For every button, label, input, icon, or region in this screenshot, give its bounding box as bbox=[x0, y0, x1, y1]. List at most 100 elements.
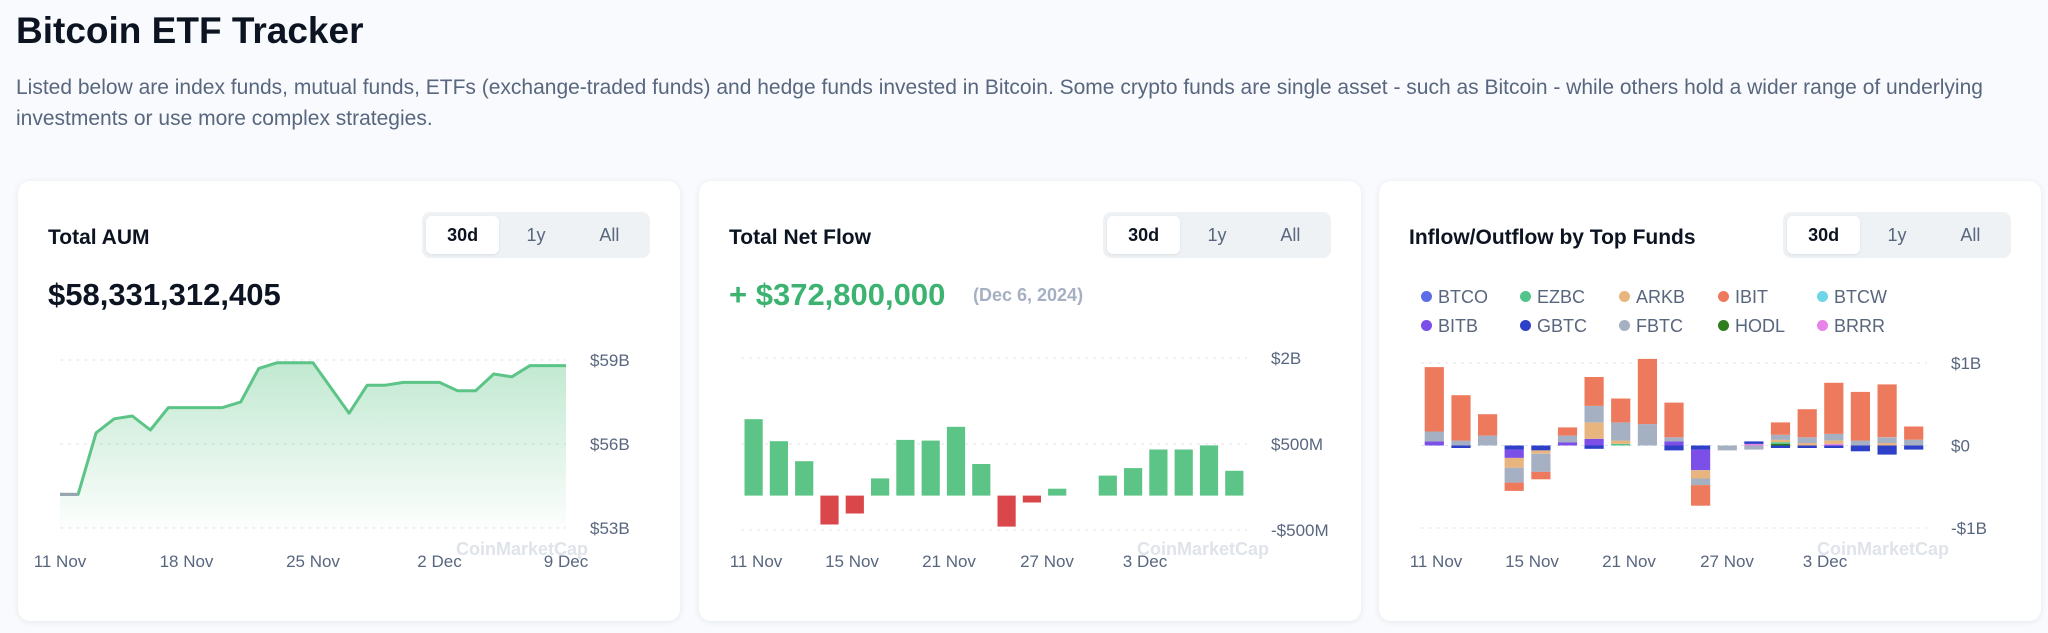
flow-bar bbox=[820, 495, 839, 525]
fund-bar-segment-fbtc bbox=[1850, 440, 1870, 446]
fund-bar-segment-ibit bbox=[1664, 402, 1684, 438]
flow-bar bbox=[1022, 495, 1041, 503]
y-tick-label: -$1B bbox=[1951, 519, 1987, 538]
x-tick-label: 21 Nov bbox=[922, 552, 976, 571]
fund-bar-segment-fbtc bbox=[1824, 433, 1844, 441]
range-toggle: 30d 1y All bbox=[422, 212, 650, 258]
fund-bar-segment-gbtc bbox=[1744, 441, 1764, 444]
fund-bar-segment-bitb bbox=[1557, 442, 1578, 446]
legend-item-fbtc[interactable]: FBTC bbox=[1619, 316, 1683, 337]
fund-bar-segment-fbtc bbox=[1691, 478, 1711, 486]
legend-dot-icon bbox=[1520, 291, 1531, 302]
range-1y-button[interactable]: 1y bbox=[1207, 225, 1227, 245]
fund-bar-segment-bitb bbox=[1664, 441, 1684, 446]
fund-bar-segment-arkb bbox=[1531, 450, 1551, 454]
x-tick-label: 11 Nov bbox=[730, 552, 783, 571]
legend-item-brrr[interactable]: BRRR bbox=[1817, 316, 1885, 337]
fund-bar-segment-ibit bbox=[1797, 409, 1817, 438]
x-tick-label: 15 Nov bbox=[825, 552, 879, 571]
fund-bar-segment-gbtc bbox=[1797, 445, 1817, 448]
fund-bar-segment-bitb bbox=[1584, 438, 1604, 446]
fund-bar-segment-fbtc bbox=[1797, 437, 1817, 444]
legend-label: IBIT bbox=[1735, 287, 1769, 307]
aum-area bbox=[60, 362, 566, 528]
fund-bar-segment-fbtc bbox=[1584, 405, 1604, 423]
range-all-button[interactable]: All bbox=[1960, 225, 1981, 245]
range-30d-button[interactable]: 30d bbox=[1107, 216, 1181, 254]
fund-bar-segment-fbtc bbox=[1904, 439, 1924, 446]
x-tick-label: 3 Dec bbox=[1123, 552, 1168, 571]
legend-label: BRRR bbox=[1834, 316, 1886, 336]
x-tick-label: 27 Nov bbox=[1700, 552, 1754, 571]
fund-bar-segment-gbtc bbox=[1877, 445, 1897, 455]
fund-bar-segment-gbtc bbox=[1691, 445, 1711, 450]
legend-label: ARKB bbox=[1636, 287, 1686, 307]
fund-bar-segment-ibit bbox=[1424, 367, 1444, 432]
legend-dot-icon bbox=[1817, 320, 1828, 331]
total-aum-card: Total AUM 30d 1y All $58,331,312,405 $59… bbox=[18, 181, 680, 621]
legend-item-gbtc[interactable]: GBTC bbox=[1520, 316, 1587, 337]
flow-bar bbox=[1048, 488, 1067, 496]
legend-item-ibit[interactable]: IBIT bbox=[1718, 287, 1768, 308]
fund-bar-segment-ibit bbox=[1611, 398, 1631, 423]
fund-bar-segment-fbtc bbox=[1424, 431, 1444, 442]
aum-line bbox=[60, 361, 566, 496]
fund-bar-segment-fbtc bbox=[1717, 445, 1737, 451]
flow-bar bbox=[921, 440, 940, 496]
card-title: Total AUM bbox=[48, 226, 150, 249]
y-tick-label: $500M bbox=[1271, 435, 1323, 454]
card-title: Inflow/Outflow by Top Funds bbox=[1409, 226, 1696, 249]
range-30d-button[interactable]: 30d bbox=[1787, 216, 1861, 254]
y-tick-label: -$500M bbox=[1271, 521, 1329, 540]
legend-label: BTCO bbox=[1438, 287, 1489, 307]
legend-item-arkb[interactable]: ARKB bbox=[1619, 287, 1685, 308]
y-tick-label: $0 bbox=[1951, 437, 1970, 456]
fund-bar-segment-ibit bbox=[1904, 426, 1924, 440]
watermark: CoinMarketCap bbox=[1137, 539, 1269, 559]
flow-bar bbox=[1225, 470, 1244, 496]
flow-bar bbox=[1098, 475, 1117, 496]
range-1y-button[interactable]: 1y bbox=[526, 225, 546, 245]
fund-bar-segment-gbtc bbox=[1850, 445, 1870, 452]
watermark: CoinMarketCap bbox=[1817, 539, 1949, 559]
fund-bar-segment-fbtc bbox=[1664, 437, 1684, 442]
legend-item-btcw[interactable]: BTCW bbox=[1817, 287, 1887, 308]
fund-bar-segment-hodl bbox=[1770, 443, 1791, 446]
fund-bar-segment-fbtc bbox=[1637, 424, 1657, 446]
fund-bar-segment-arkb bbox=[1584, 422, 1604, 439]
fund-bar-segment-ibit bbox=[1824, 382, 1844, 434]
flow-bar bbox=[972, 464, 991, 496]
legend-item-btco[interactable]: BTCO bbox=[1421, 287, 1488, 308]
fund-bar-segment-fbtc bbox=[1531, 453, 1551, 472]
legend-label: BITB bbox=[1438, 316, 1479, 336]
range-30d-button[interactable]: 30d bbox=[426, 216, 500, 254]
range-1y-button[interactable]: 1y bbox=[1887, 225, 1907, 245]
page-description: Listed below are index funds, mutual fun… bbox=[16, 76, 1983, 130]
x-tick-label: 2 Dec bbox=[417, 552, 462, 571]
fund-bar-segment-ezbc bbox=[1770, 442, 1791, 444]
legend-item-hodl[interactable]: HODL bbox=[1718, 316, 1785, 337]
x-tick-label: 9 Dec bbox=[544, 552, 589, 571]
flow-bar bbox=[744, 419, 763, 496]
range-all-button[interactable]: All bbox=[599, 225, 620, 245]
fund-bar-segment-ibit bbox=[1770, 422, 1791, 435]
legend-dot-icon bbox=[1718, 291, 1729, 302]
range-toggle: 30d 1y All bbox=[1783, 212, 2011, 258]
funds-stacked-bar-chart: $1B $0 -$1B 11 Nov 15 Nov 21 Nov 27 Nov 3 DecCo… bbox=[1410, 354, 1987, 571]
fund-bar-segment-bitb bbox=[1424, 441, 1444, 446]
x-tick-label: 11 Nov bbox=[34, 552, 87, 571]
fund-bar-segment-ibit bbox=[1451, 395, 1471, 441]
fund-bar-segment-arkb bbox=[1504, 457, 1524, 468]
range-all-button[interactable]: All bbox=[1280, 225, 1301, 245]
fund-bar-segment-ibit bbox=[1478, 414, 1498, 436]
page-title: Bitcoin ETF Tracker bbox=[16, 10, 364, 51]
fund-bar-segment-fbtc bbox=[1744, 445, 1764, 450]
fund-bar-segment-fbtc bbox=[1478, 435, 1498, 446]
fund-bar-segment-fbtc bbox=[1877, 437, 1897, 444]
y-tick-label: $53B bbox=[590, 519, 630, 538]
fund-bar-segment-arkb bbox=[1824, 440, 1844, 444]
x-tick-label: 18 Nov bbox=[160, 552, 214, 571]
fund-bar-segment-gbtc bbox=[1904, 445, 1924, 450]
legend-item-bitb[interactable]: BITB bbox=[1421, 316, 1478, 337]
legend-item-ezbc[interactable]: EZBC bbox=[1520, 287, 1585, 308]
